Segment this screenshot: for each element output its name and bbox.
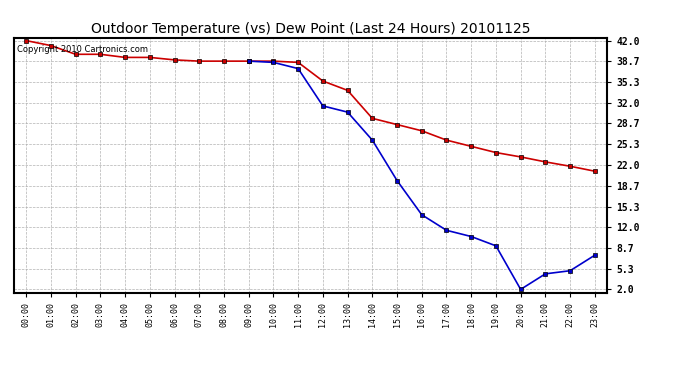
Text: Copyright 2010 Cartronics.com: Copyright 2010 Cartronics.com [17, 45, 148, 54]
Title: Outdoor Temperature (vs) Dew Point (Last 24 Hours) 20101125: Outdoor Temperature (vs) Dew Point (Last… [91, 22, 530, 36]
